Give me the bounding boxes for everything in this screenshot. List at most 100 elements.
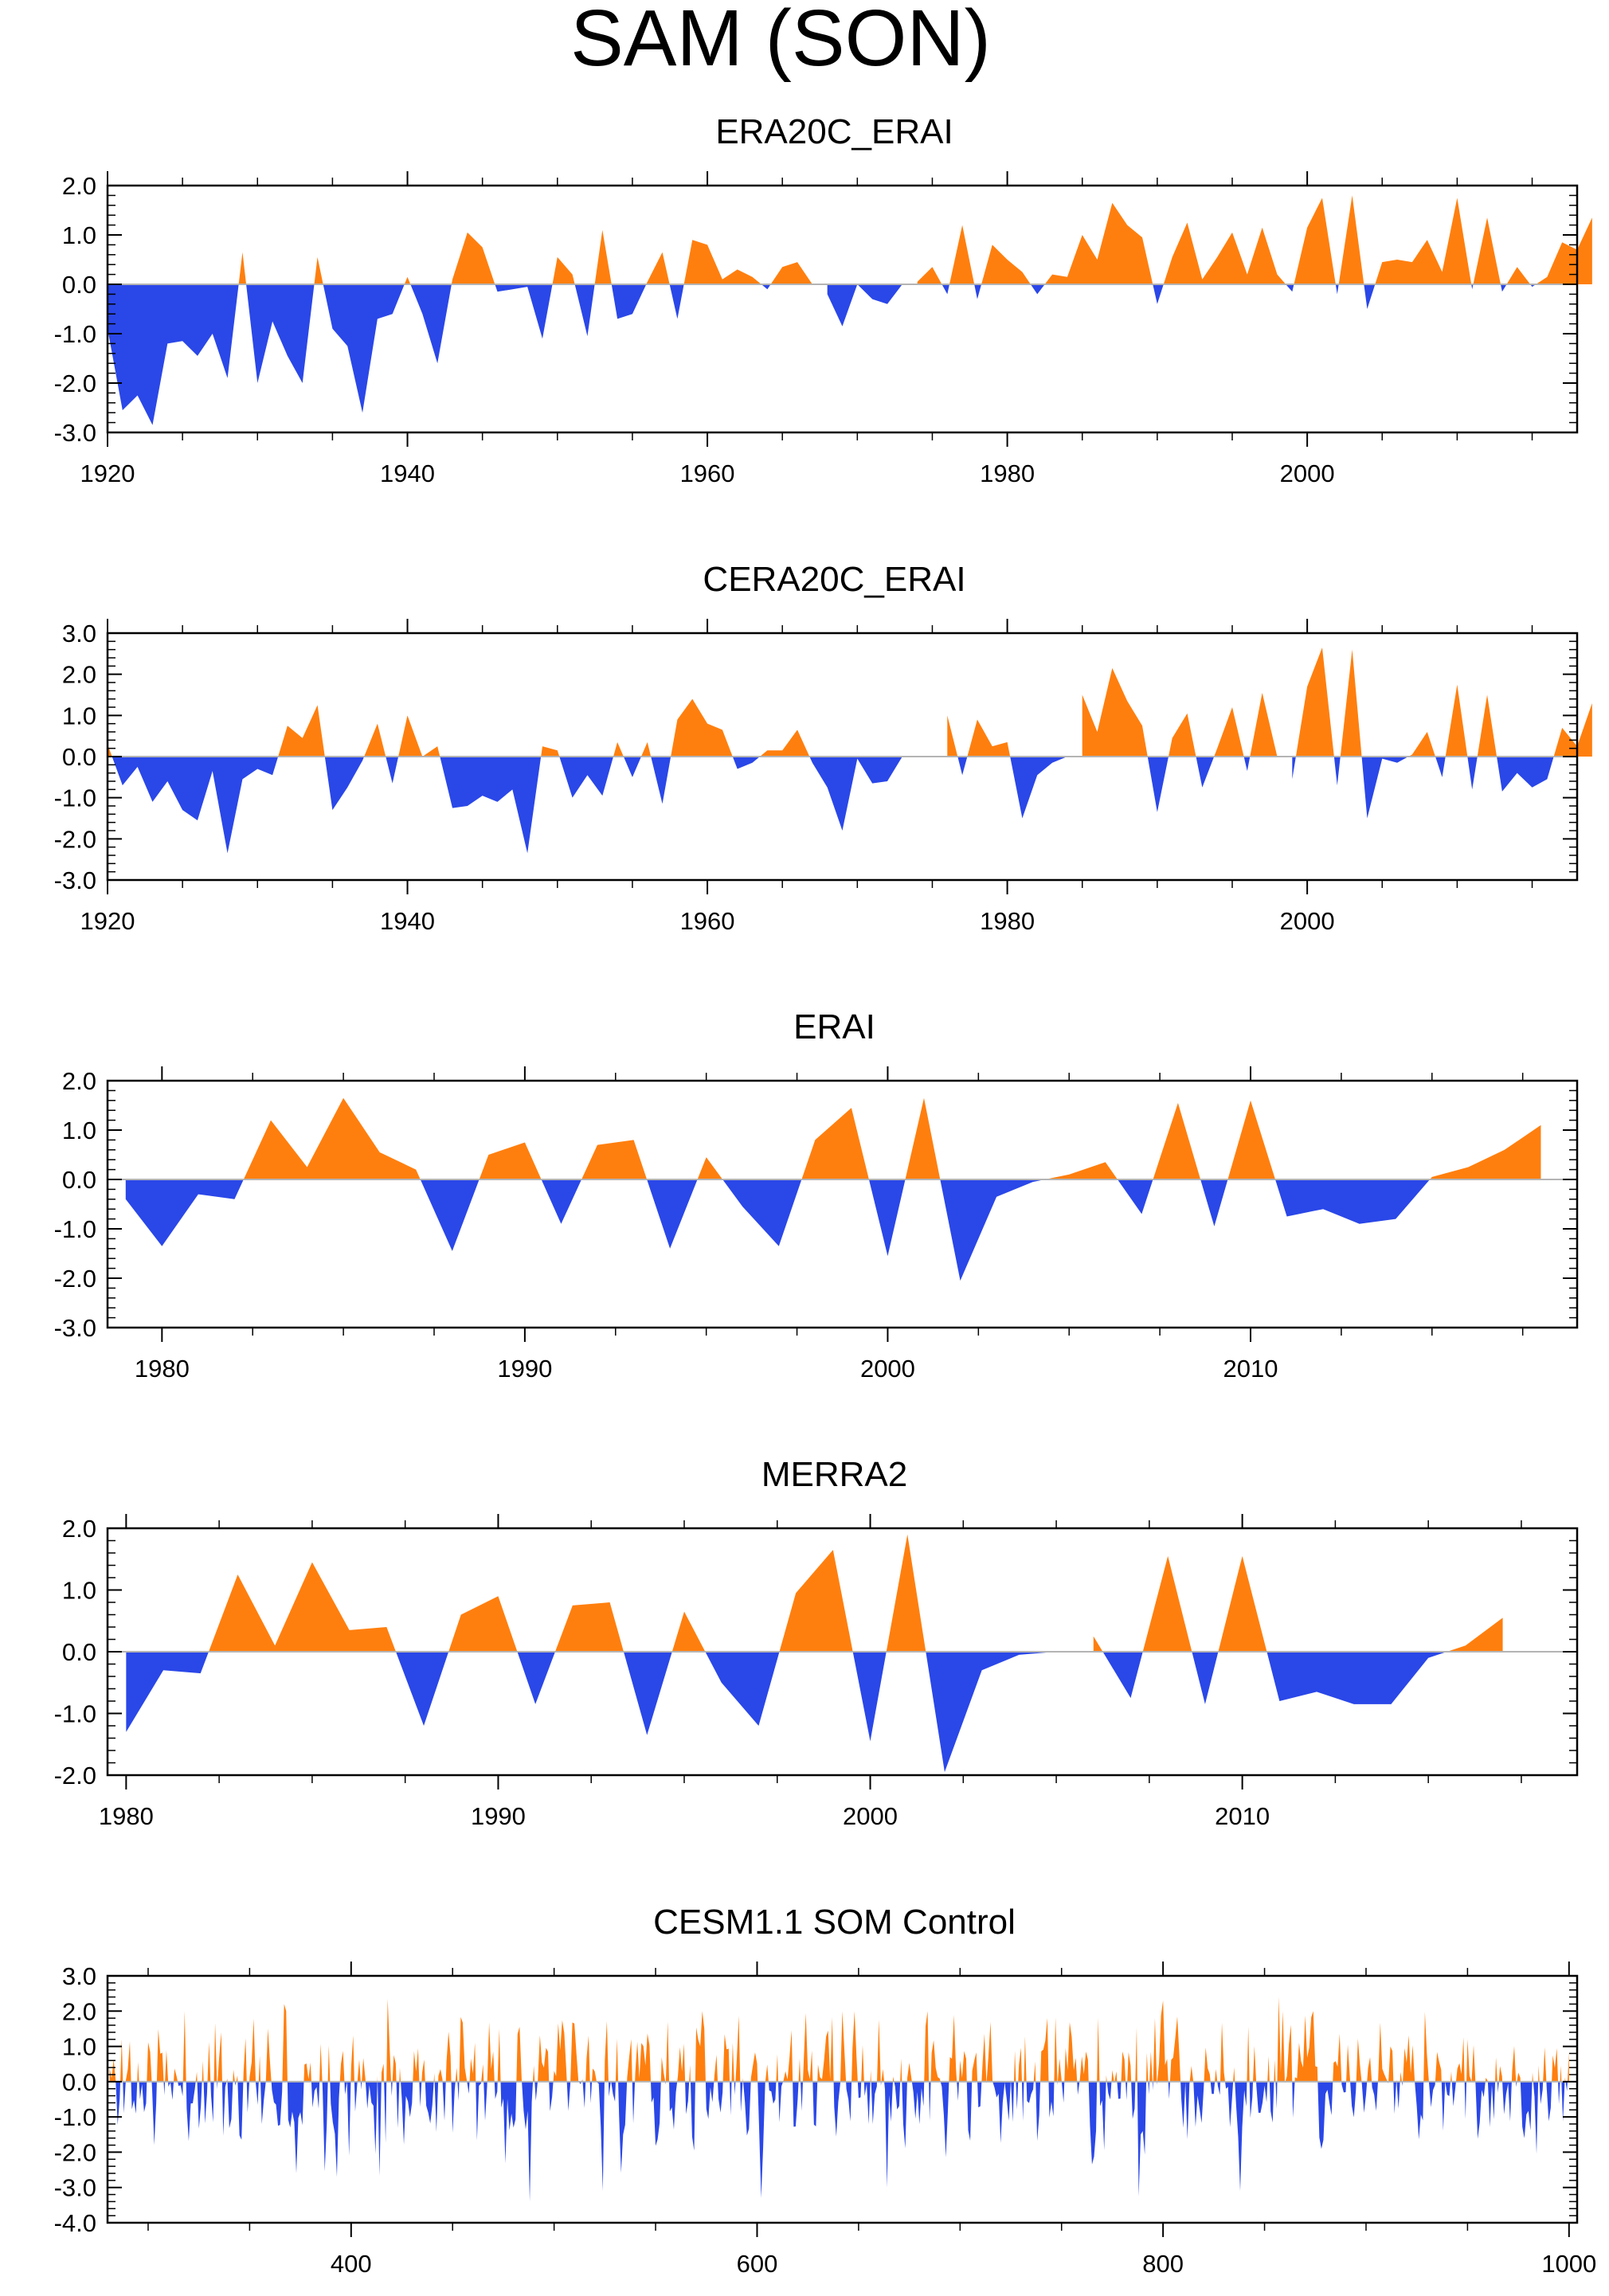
negative-anomaly-area [384, 2081, 387, 2143]
negative-anomaly-area [287, 2081, 304, 2173]
y-tick-label: -3.0 [54, 866, 96, 894]
negative-anomaly-area [1269, 2081, 1274, 2123]
positive-anomaly-area [1064, 2022, 1078, 2082]
negative-anomaly-area [1464, 2081, 1467, 2119]
positive-anomaly-area [217, 2032, 222, 2082]
negative-anomaly-area [1561, 2081, 1565, 2122]
positive-anomaly-area [697, 1157, 723, 1179]
series-area [108, 195, 1592, 425]
y-tick-label: -3.0 [54, 1314, 96, 1342]
negative-anomaly-area [597, 2081, 605, 2192]
positive-anomaly-area [319, 2044, 323, 2082]
positive-anomaly-area [1495, 2057, 1497, 2082]
positive-anomaly-area [381, 2063, 385, 2082]
positive-anomaly-area [881, 2069, 885, 2082]
x-tick-label: 600 [737, 2250, 778, 2278]
negative-anomaly-area [271, 2081, 283, 2126]
negative-anomaly-area [396, 2081, 400, 2128]
positive-anomaly-area [594, 229, 612, 284]
positive-anomaly-area [1567, 2052, 1569, 2082]
negative-anomaly-area [419, 2081, 422, 2107]
panel-cesm-som-control: CESM1.1 SOM Control 3.0 2.0 1.0 0.0 -1.0 -2.0 -… [54, 1903, 1597, 2278]
positive-anomaly-area [958, 2051, 967, 2082]
positive-anomaly-area [278, 705, 325, 757]
negative-anomaly-area [1099, 2081, 1106, 2150]
y-tick-label: 0.0 [62, 1638, 96, 1666]
panel-title: MERRA2 [761, 1455, 907, 1494]
negative-anomaly-area [476, 2081, 482, 2141]
positive-anomaly-area [1214, 707, 1244, 757]
negative-anomaly-area [1010, 757, 1082, 819]
negative-anomaly-area [237, 2081, 244, 2140]
negative-anomaly-area [1475, 2081, 1486, 2139]
y-tick-label: 2.0 [62, 661, 96, 689]
negative-anomaly-area [957, 2081, 959, 2101]
negative-anomaly-area [1225, 2081, 1234, 2128]
negative-anomaly-area [365, 2081, 378, 2154]
positive-anomaly-area [1294, 198, 1336, 284]
negative-anomaly-area [669, 2081, 678, 2130]
positive-anomaly-area [1377, 2022, 1388, 2082]
negative-anomaly-area [1193, 2081, 1204, 2127]
positive-anomaly-area [238, 252, 247, 284]
negative-anomaly-area [234, 2081, 237, 2086]
negative-anomaly-area [1117, 1179, 1153, 1214]
negative-anomaly-area [647, 1179, 698, 1249]
negative-anomaly-area [1275, 2081, 1278, 2109]
positive-anomaly-area [236, 2075, 238, 2082]
negative-anomaly-area [1317, 2081, 1333, 2149]
positive-anomaly-area [1163, 222, 1286, 284]
positive-anomaly-area [886, 1534, 926, 1652]
negative-anomaly-area [395, 1652, 449, 1726]
negative-anomaly-area [868, 1179, 906, 1257]
negative-anomaly-area [942, 284, 949, 295]
negative-anomaly-area [1520, 2081, 1533, 2138]
positive-anomaly-area [1295, 647, 1334, 757]
negative-anomaly-area [651, 2081, 661, 2146]
positive-anomaly-area [1033, 2061, 1036, 2082]
negative-anomaly-area [112, 757, 279, 854]
negative-anomaly-area [957, 757, 968, 776]
positive-anomaly-area [986, 2021, 993, 2082]
negative-anomaly-area [618, 2081, 628, 2173]
positive-anomaly-area [671, 698, 733, 757]
x-tick-label: 2000 [1280, 907, 1335, 935]
positive-anomaly-area [1153, 1102, 1201, 1179]
positive-anomaly-area [981, 2033, 987, 2082]
positive-anomaly-area [1168, 713, 1196, 757]
y-tick-label: 3.0 [62, 1962, 96, 1990]
negative-anomaly-area [1441, 2081, 1446, 2131]
x-tick-label: 1920 [80, 907, 135, 935]
negative-anomaly-area [1106, 2081, 1112, 2100]
positive-anomaly-area [683, 240, 761, 284]
negative-anomaly-area [1451, 2081, 1456, 2106]
negative-anomaly-area [324, 757, 365, 811]
negative-anomaly-area [651, 757, 671, 804]
y-tick-label: -3.0 [54, 2174, 96, 2202]
negative-anomaly-area [884, 2081, 893, 2188]
negative-anomaly-area [420, 1179, 480, 1251]
positive-anomaly-area [282, 2004, 288, 2082]
negative-anomaly-area [1497, 757, 1554, 792]
positive-anomaly-area [1227, 1100, 1276, 1179]
negative-anomaly-area [1393, 2081, 1397, 2114]
negative-anomaly-area [1516, 2081, 1517, 2087]
positive-anomaly-area [108, 744, 112, 757]
plot-frame [106, 1974, 1579, 2224]
positive-anomaly-area [357, 2059, 361, 2082]
y-tick-label: 1.0 [62, 1577, 96, 1605]
positive-anomaly-area [448, 1596, 518, 1652]
positive-anomaly-area [147, 2042, 152, 2082]
negative-anomaly-area [863, 2081, 871, 2125]
positive-anomaly-area [1294, 2011, 1318, 2082]
positive-anomaly-area [1560, 2065, 1562, 2082]
positive-anomaly-area [742, 2078, 744, 2082]
positive-anomaly-area [1403, 2035, 1415, 2082]
positive-anomaly-area [243, 2038, 247, 2082]
series-area [109, 1997, 1569, 2202]
positive-anomaly-area [1400, 2071, 1403, 2082]
positive-anomaly-area [207, 2042, 211, 2082]
positive-anomaly-area [1445, 684, 1468, 757]
positive-anomaly-area [1506, 267, 1531, 284]
positive-anomaly-area [646, 252, 670, 284]
